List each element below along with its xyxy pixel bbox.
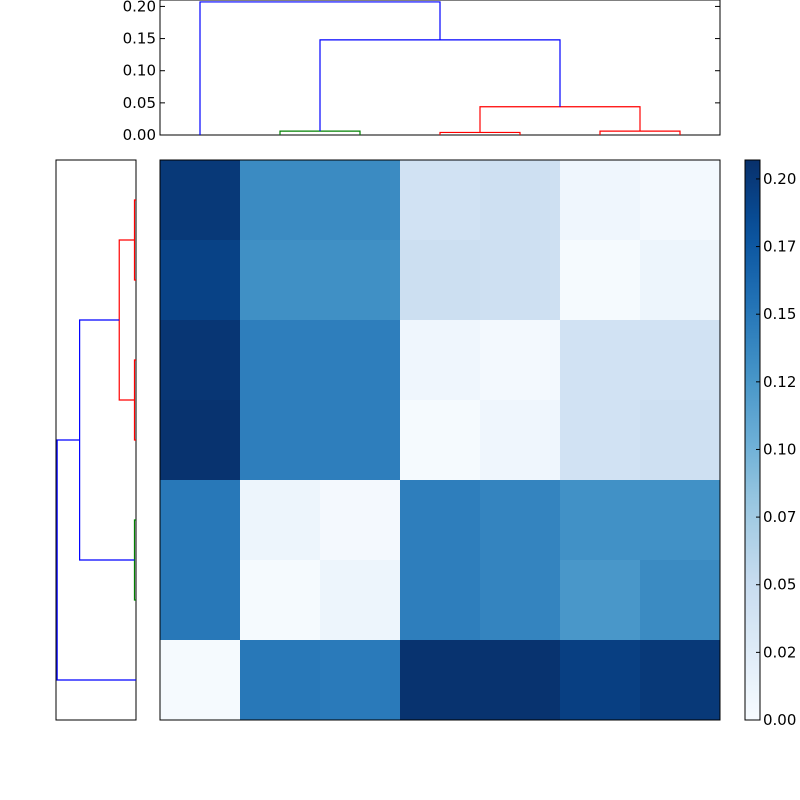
heatmap-cell-r5-c6 (640, 560, 720, 640)
heatmap-cell-r2-c0 (160, 320, 240, 400)
top-dendrogram-link-3 (479, 106, 641, 133)
left-dendrogram-link-4 (79, 319, 135, 561)
heatmap-cell-r4-c0 (160, 480, 240, 560)
colorbar-tick-label-5: 0.12 (763, 373, 796, 391)
colorbar-tick-label-3: 0.07 (763, 508, 796, 526)
heatmap-cell-r1-c0 (160, 240, 240, 320)
heatmap-cell-r4-c1 (240, 480, 320, 560)
heatmap-cell-r1-c5 (560, 240, 640, 320)
heatmap-cell-r5-c0 (160, 560, 240, 640)
heatmap-cell-r1-c2 (320, 240, 400, 320)
heatmap-cell-r6-c2 (320, 640, 400, 720)
heatmap-cell-r2-c6 (640, 320, 720, 400)
left-dendrogram-link-2 (118, 239, 135, 401)
colorbar-bar (744, 159, 761, 721)
top-dendrogram-link-0 (279, 130, 361, 135)
heatmap-cell-r3-c2 (320, 400, 400, 480)
heatmap-cell-r6-c4 (480, 640, 560, 720)
heatmap-cell-r1-c1 (240, 240, 320, 320)
heatmap-cell-r1-c6 (640, 240, 720, 320)
top-ytick-label-0: 0.00 (123, 126, 156, 144)
left-dendrogram (55, 159, 137, 721)
colorbar-tick-label-2: 0.05 (763, 576, 796, 594)
heatmap-cell-r4-c4 (480, 480, 560, 560)
top-ytick-label-2: 0.10 (123, 62, 156, 80)
heatmap-cell-r1-c3 (400, 240, 480, 320)
heatmap-cell-r5-c4 (480, 560, 560, 640)
top-dendrogram: 0.00 0.05 0.10 0.15 0.20 (123, 0, 721, 144)
heatmap-cell-r5-c2 (320, 560, 400, 640)
heatmap-cell-r6-c1 (240, 640, 320, 720)
heatmap-cell-r6-c5 (560, 640, 640, 720)
heatmap-cell-r3-c4 (480, 400, 560, 480)
heatmap-cell-r5-c1 (240, 560, 320, 640)
heatmap (159, 159, 721, 721)
heatmap-cell-r0-c3 (400, 160, 480, 240)
heatmap-cell-r0-c1 (240, 160, 320, 240)
heatmap-cell-r4-c3 (400, 480, 480, 560)
colorbar-tick-label-0: 0.00 (763, 711, 796, 729)
heatmap-cell-r6-c0 (160, 640, 240, 720)
top-dendrogram-link-5 (199, 1, 441, 135)
heatmap-cell-r3-c6 (640, 400, 720, 480)
heatmap-cell-r5-c3 (400, 560, 480, 640)
heatmap-cell-r2-c1 (240, 320, 320, 400)
heatmap-cell-r1-c4 (480, 240, 560, 320)
heatmap-cell-r3-c1 (240, 400, 320, 480)
heatmap-cell-r3-c5 (560, 400, 640, 480)
heatmap-cell-r0-c5 (560, 160, 640, 240)
heatmap-cell-r0-c0 (160, 160, 240, 240)
heatmap-cell-r3-c0 (160, 400, 240, 480)
heatmap-cell-r4-c2 (320, 480, 400, 560)
heatmap-cell-r0-c6 (640, 160, 720, 240)
heatmap-cell-r5-c5 (560, 560, 640, 640)
heatmap-cell-r2-c2 (320, 320, 400, 400)
heatmap-cell-r4-c5 (560, 480, 640, 560)
colorbar: 0.00 0.02 0.05 0.07 0.10 0.12 0.15 0.17 0.20 (744, 159, 796, 729)
heatmap-cell-r6-c6 (640, 640, 720, 720)
heatmap-cell-r2-c4 (480, 320, 560, 400)
top-dendrogram-link-2 (599, 130, 681, 135)
colorbar-tick-label-1: 0.02 (763, 643, 796, 661)
top-dendrogram-link-4 (319, 39, 561, 132)
heatmap-cell-r2-c5 (560, 320, 640, 400)
colorbar-tick-label-8: 0.20 (763, 170, 796, 188)
colorbar-tick-label-4: 0.10 (763, 440, 796, 458)
top-ytick-label-1: 0.05 (123, 94, 156, 112)
heatmap-cell-r0-c2 (320, 160, 400, 240)
heatmap-cell-r3-c3 (400, 400, 480, 480)
heatmap-cell-r6-c3 (400, 640, 480, 720)
left-dendrogram-link-5 (56, 439, 136, 681)
heatmap-frame (159, 159, 721, 721)
colorbar-tick-label-7: 0.17 (763, 238, 796, 256)
heatmap-cell-r0-c4 (480, 160, 560, 240)
colorbar-tick-label-6: 0.15 (763, 305, 796, 323)
heatmap-cell-r2-c3 (400, 320, 480, 400)
heatmap-cell-r4-c6 (640, 480, 720, 560)
top-ytick-label-4: 0.20 (123, 0, 156, 15)
top-ytick-label-3: 0.15 (123, 30, 156, 48)
